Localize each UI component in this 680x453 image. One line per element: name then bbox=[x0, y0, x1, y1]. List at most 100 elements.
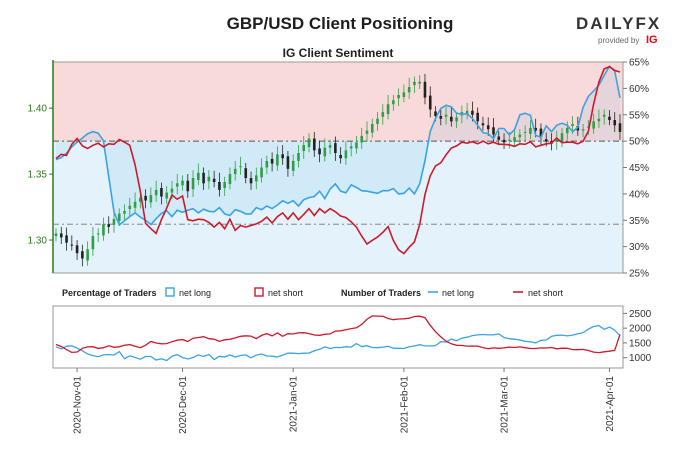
candle-body bbox=[254, 175, 258, 182]
candle-body bbox=[534, 127, 537, 131]
candle-body bbox=[592, 121, 595, 129]
date-tick-label: 2020-Dec-01 bbox=[178, 376, 189, 434]
top-panel: 25% 30% 35% 40% 45% 50% 55% 60% 65% 1.30 1.35 1.40 bbox=[28, 58, 650, 280]
candle-body bbox=[328, 145, 332, 148]
candle-body bbox=[529, 127, 532, 134]
candle-body bbox=[96, 233, 100, 235]
legend-net-long-box bbox=[165, 287, 175, 297]
candle-body bbox=[486, 125, 490, 130]
candle-body bbox=[376, 118, 379, 124]
date-tick-label: 2021-Feb-01 bbox=[399, 376, 410, 434]
price-tick-label: 1.40 bbox=[28, 104, 48, 115]
candle-body bbox=[117, 213, 121, 221]
candle-body bbox=[123, 211, 126, 214]
candle-body bbox=[597, 118, 601, 122]
candle-body bbox=[265, 160, 269, 168]
candle-body bbox=[413, 81, 416, 86]
bottom-panel: Percentage of Traders net long net short Nu… bbox=[52, 287, 652, 369]
candle-body bbox=[165, 192, 168, 199]
pct-tick-label: 30% bbox=[629, 242, 649, 253]
candle-body bbox=[139, 197, 142, 202]
candle-body bbox=[207, 176, 211, 182]
candle-body bbox=[181, 180, 184, 186]
candle-body bbox=[434, 111, 437, 117]
provided-by-text: provided by bbox=[598, 36, 640, 45]
candle-body bbox=[128, 205, 132, 210]
long-zone-background bbox=[53, 141, 623, 273]
subtitle-ig-client-sentiment: IG Client Sentiment bbox=[282, 46, 394, 60]
candle-body bbox=[392, 100, 395, 105]
candle-body bbox=[339, 154, 342, 159]
price-tick-label: 1.30 bbox=[28, 236, 48, 247]
candle-body bbox=[355, 142, 358, 149]
candle-body bbox=[465, 110, 469, 115]
candle-body bbox=[307, 138, 311, 148]
candle-body bbox=[244, 168, 248, 179]
count-tick-label: 1500 bbox=[629, 338, 652, 349]
date-tick-label: 2021-Jan-01 bbox=[289, 376, 300, 433]
candle-body bbox=[286, 156, 290, 169]
candle-body bbox=[276, 154, 279, 166]
short-zone-background bbox=[53, 62, 623, 142]
dailyfx-logo: DAILYFX provided by IG bbox=[576, 14, 676, 50]
candle-body bbox=[65, 235, 68, 243]
count-tick-label: 2000 bbox=[629, 324, 652, 335]
candle-body bbox=[439, 116, 443, 119]
candle-body bbox=[191, 178, 195, 190]
candle-body bbox=[370, 123, 374, 133]
candle-body bbox=[81, 251, 84, 259]
candle-body bbox=[618, 123, 622, 132]
candle-body bbox=[334, 143, 337, 153]
candle-body bbox=[608, 116, 611, 121]
net-long-pct-line bbox=[55, 64, 621, 227]
pct-tick-label: 50% bbox=[629, 137, 649, 148]
net-long-area bbox=[56, 66, 620, 225]
candle-body bbox=[228, 174, 232, 184]
candle-body bbox=[450, 116, 453, 122]
price-tick-label: 1.35 bbox=[28, 170, 48, 181]
candle-body bbox=[281, 154, 284, 159]
candle-body bbox=[502, 139, 506, 143]
x-axis: 2020-Nov-01 2020-Dec-01 2021-Jan-01 2021-Fe… bbox=[73, 368, 616, 434]
candle-body bbox=[112, 218, 116, 225]
candle-body bbox=[133, 201, 137, 208]
candle-body bbox=[581, 129, 585, 131]
candle-body bbox=[212, 178, 216, 183]
net-short-pct-line bbox=[55, 65, 621, 255]
candle-body bbox=[260, 167, 263, 178]
candle-body bbox=[455, 117, 458, 122]
candle-body bbox=[471, 110, 474, 115]
candle-body bbox=[154, 189, 158, 196]
net-short-count-line bbox=[55, 315, 621, 354]
legend-count-long-label: net long bbox=[442, 288, 474, 298]
candle-body bbox=[560, 133, 564, 142]
candle-body bbox=[218, 182, 221, 190]
candle-body bbox=[571, 123, 574, 126]
candle-body bbox=[107, 224, 111, 227]
candle-body bbox=[291, 160, 295, 171]
candle-body bbox=[428, 95, 432, 110]
candle-body bbox=[497, 136, 501, 140]
candle-body bbox=[197, 172, 200, 181]
legend-net-short-box bbox=[254, 287, 264, 297]
candle-body bbox=[249, 178, 253, 184]
dailyfx-wordmark: DAILYFX bbox=[576, 14, 662, 33]
candle-body bbox=[59, 233, 63, 238]
candle-body bbox=[54, 233, 58, 237]
candle-body bbox=[423, 81, 427, 98]
candle-body bbox=[149, 195, 153, 203]
candle-body bbox=[312, 138, 316, 151]
candle-body bbox=[323, 147, 327, 157]
candle-body bbox=[523, 131, 527, 133]
candle-body bbox=[360, 135, 364, 143]
date-tick-label: 2021-Mar-01 bbox=[500, 376, 511, 434]
candle-body bbox=[418, 81, 422, 84]
pct-tick-label: 40% bbox=[629, 189, 649, 200]
candle-body bbox=[555, 139, 559, 142]
candle-body bbox=[344, 150, 348, 159]
bottom-plot-frame bbox=[52, 305, 624, 369]
date-tick-label: 2021-Apr-01 bbox=[605, 376, 616, 432]
candle-body bbox=[160, 187, 163, 197]
candle-body bbox=[86, 249, 89, 261]
